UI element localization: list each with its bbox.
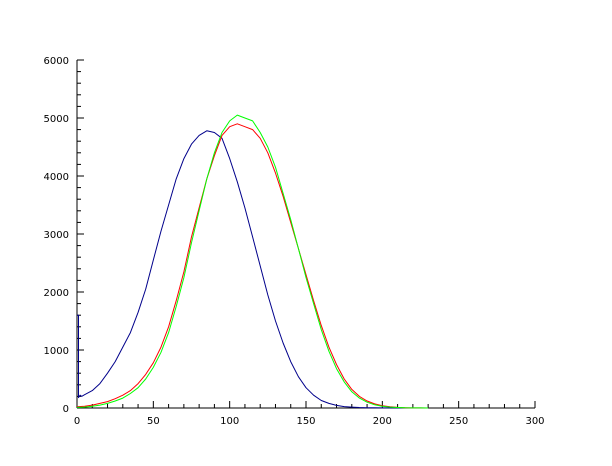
y-tick-label: 3000 xyxy=(44,230,69,241)
y-tick-label: 1000 xyxy=(44,346,69,357)
series-line-1 xyxy=(77,130,429,409)
y-tick-label: 2000 xyxy=(44,288,69,299)
x-tick-label: 0 xyxy=(74,416,80,427)
y-tick-label: 0 xyxy=(63,404,69,415)
x-tick-label: 200 xyxy=(373,416,392,427)
x-tick-label: 100 xyxy=(220,416,239,427)
x-tick-label: 300 xyxy=(525,416,544,427)
series-line-2 xyxy=(76,123,429,409)
x-tick-label: 50 xyxy=(147,416,160,427)
y-tick-label: 5000 xyxy=(44,114,69,125)
chart-axes: 0 50 100 150 200 250 3000100020003000400050006… xyxy=(44,56,545,427)
x-tick-label: 250 xyxy=(449,416,468,427)
series-line-3 xyxy=(76,114,429,409)
y-tick-label: 6000 xyxy=(44,56,69,67)
series-layer xyxy=(76,114,429,409)
y-tick-label: 4000 xyxy=(44,172,69,183)
x-tick-label: 150 xyxy=(296,416,315,427)
